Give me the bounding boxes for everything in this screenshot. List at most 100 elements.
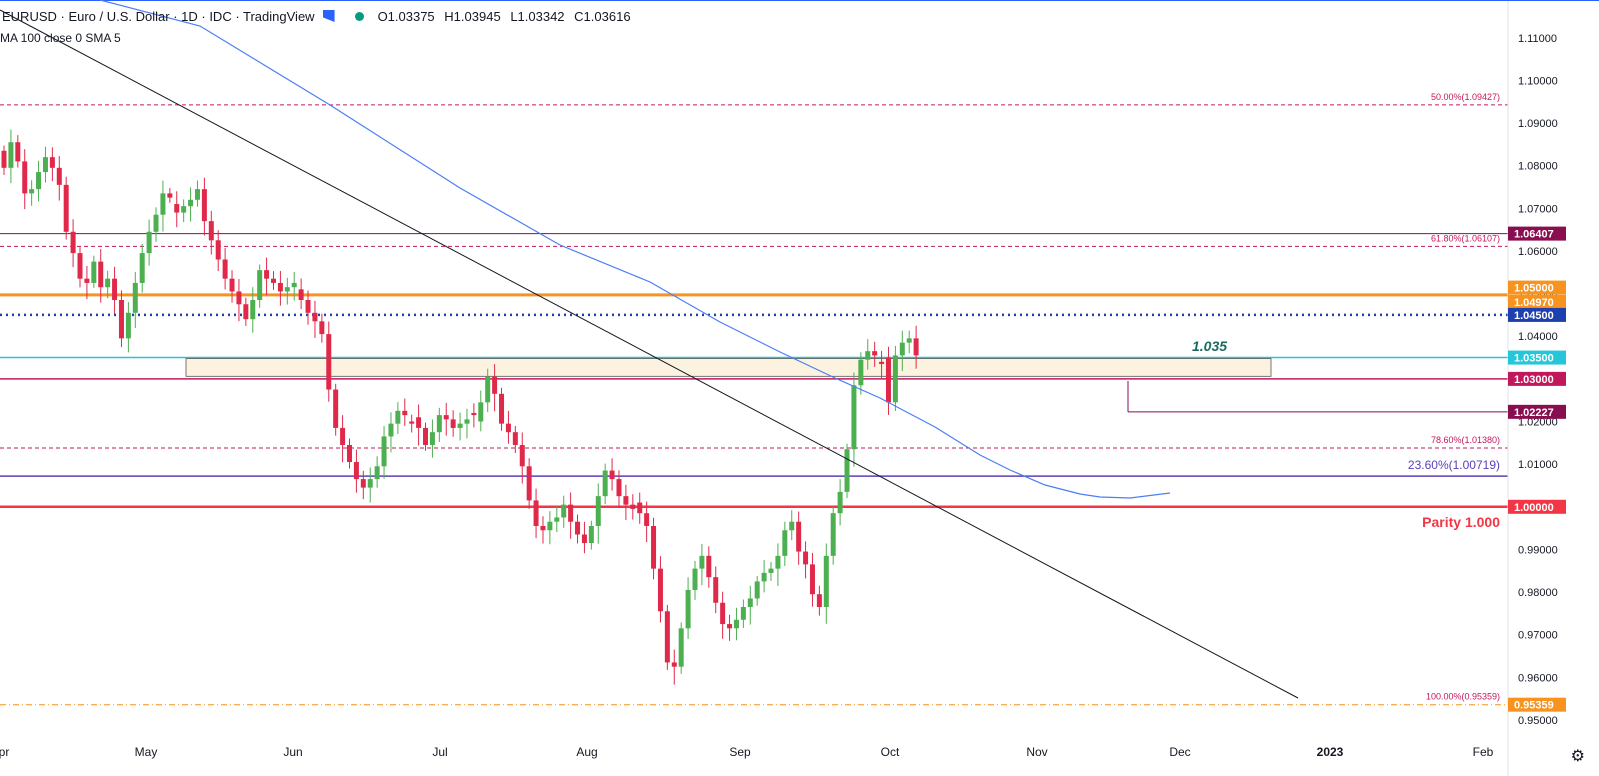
low-value: L1.03342 <box>510 8 565 24</box>
price-badge <box>1508 294 1566 309</box>
candle-body <box>885 357 891 403</box>
candle-body <box>84 278 90 283</box>
candle-body <box>70 231 76 254</box>
level-lines <box>0 104 1508 706</box>
price-tick-label: 1.04000 <box>1518 331 1558 343</box>
price-badge-label: 0.95359 <box>1514 700 1554 712</box>
market-status-icon <box>354 11 364 21</box>
candle-body <box>388 423 394 437</box>
candle-body <box>1 150 7 168</box>
price-badge <box>1508 499 1566 514</box>
candle-body <box>823 555 829 608</box>
time-tick-label: Feb <box>1473 745 1494 759</box>
price-axis[interactable]: 1.11000 1.10000 1.09000 1.08000 1.07000 1.060… <box>1507 1 1599 776</box>
indicator-legend[interactable]: MA 100 close 0 SMA 5 <box>0 31 121 45</box>
candle-body <box>153 214 159 232</box>
candle-body <box>837 491 843 514</box>
symbol-title[interactable]: EURUSD · Euro / U.S. Dollar · 1D · IDC ·… <box>2 8 315 24</box>
candle-body <box>305 299 311 313</box>
candle-body <box>36 172 42 190</box>
parity-label: Parity 1.000 <box>1422 514 1500 530</box>
candle-body <box>782 530 788 556</box>
price-badge-label: 1.03000 <box>1514 374 1554 386</box>
candle-body <box>581 534 587 544</box>
price-badge <box>1508 404 1566 419</box>
candle-body <box>789 521 795 531</box>
candle-body <box>105 278 111 288</box>
candle-body <box>671 662 677 667</box>
price-badge-label: 1.03500 <box>1514 353 1554 365</box>
candle-body <box>201 189 207 222</box>
candle-body <box>416 417 422 428</box>
candle-body <box>22 161 28 194</box>
candle-body <box>678 628 684 667</box>
candle-body <box>243 304 249 320</box>
fib-label: 100.00%(0.95359) <box>1426 692 1500 702</box>
time-axis[interactable]: Apr May Jun Jul Aug Sep Oct Nov Dec 2023 Feb <box>0 745 1494 759</box>
time-tick-label: Apr <box>0 745 9 759</box>
candle-body <box>471 412 477 416</box>
candle-body <box>685 589 691 629</box>
flag-icon[interactable] <box>322 10 335 22</box>
candle-body <box>208 221 214 241</box>
price-tick-label: 0.98000 <box>1518 587 1558 599</box>
candle-body <box>651 525 657 569</box>
candle-body <box>630 504 636 509</box>
price-tick-label: 1.08000 <box>1518 161 1558 173</box>
candle-body <box>706 555 712 578</box>
candle-body <box>340 427 346 445</box>
time-tick-label: Oct <box>881 745 900 759</box>
candle-body <box>215 240 221 260</box>
candle-body <box>554 517 560 522</box>
candle-body <box>526 466 532 501</box>
close-value: C1.03616 <box>574 8 631 24</box>
candle-body <box>8 142 14 168</box>
candle-body <box>353 462 359 480</box>
candle-body <box>512 432 518 445</box>
time-tick-label: Sep <box>729 745 751 759</box>
candle-body <box>602 470 608 497</box>
candle-body <box>436 415 442 433</box>
fib-label: 50.00%(1.09427) <box>1431 92 1500 102</box>
trendline <box>0 9 1299 699</box>
candle-body <box>360 479 366 488</box>
candle-body <box>623 496 629 505</box>
price-tick-label: 0.96000 <box>1518 672 1558 684</box>
candle-body <box>609 470 615 480</box>
candle-body <box>264 270 270 279</box>
high-value: H1.03945 <box>444 8 501 24</box>
candle-body <box>291 282 297 288</box>
candle-body <box>98 261 104 288</box>
candle-body <box>547 521 553 531</box>
candle-body <box>395 410 401 424</box>
candle-body <box>374 466 380 480</box>
candle-body <box>15 142 21 162</box>
candle-body <box>381 436 387 467</box>
candle-body <box>125 312 131 339</box>
price-badge <box>1508 307 1566 322</box>
time-tick-label: 2023 <box>1317 745 1344 759</box>
candle-body <box>616 479 622 497</box>
candle-body <box>443 415 449 420</box>
candle-body <box>236 291 242 305</box>
candle-body <box>519 444 525 467</box>
candle-body <box>29 189 35 194</box>
candle-body <box>830 513 836 556</box>
ma-100-line <box>99 0 1171 499</box>
candle-body <box>865 351 871 360</box>
price-tick-label: 1.01000 <box>1518 459 1558 471</box>
candle-body <box>637 502 643 514</box>
price-badge-label: 1.04970 <box>1514 297 1554 309</box>
candle-body <box>409 421 415 424</box>
gear-icon[interactable]: ⚙ <box>1570 748 1585 765</box>
candle-body <box>899 342 905 356</box>
price-tick-label: 1.10000 <box>1518 75 1558 87</box>
candle-body <box>664 611 670 663</box>
candle-body <box>533 500 539 526</box>
time-tick-label: Dec <box>1169 745 1190 759</box>
candle-body <box>851 385 857 450</box>
candle-body <box>485 376 491 403</box>
candle-body <box>713 577 719 603</box>
